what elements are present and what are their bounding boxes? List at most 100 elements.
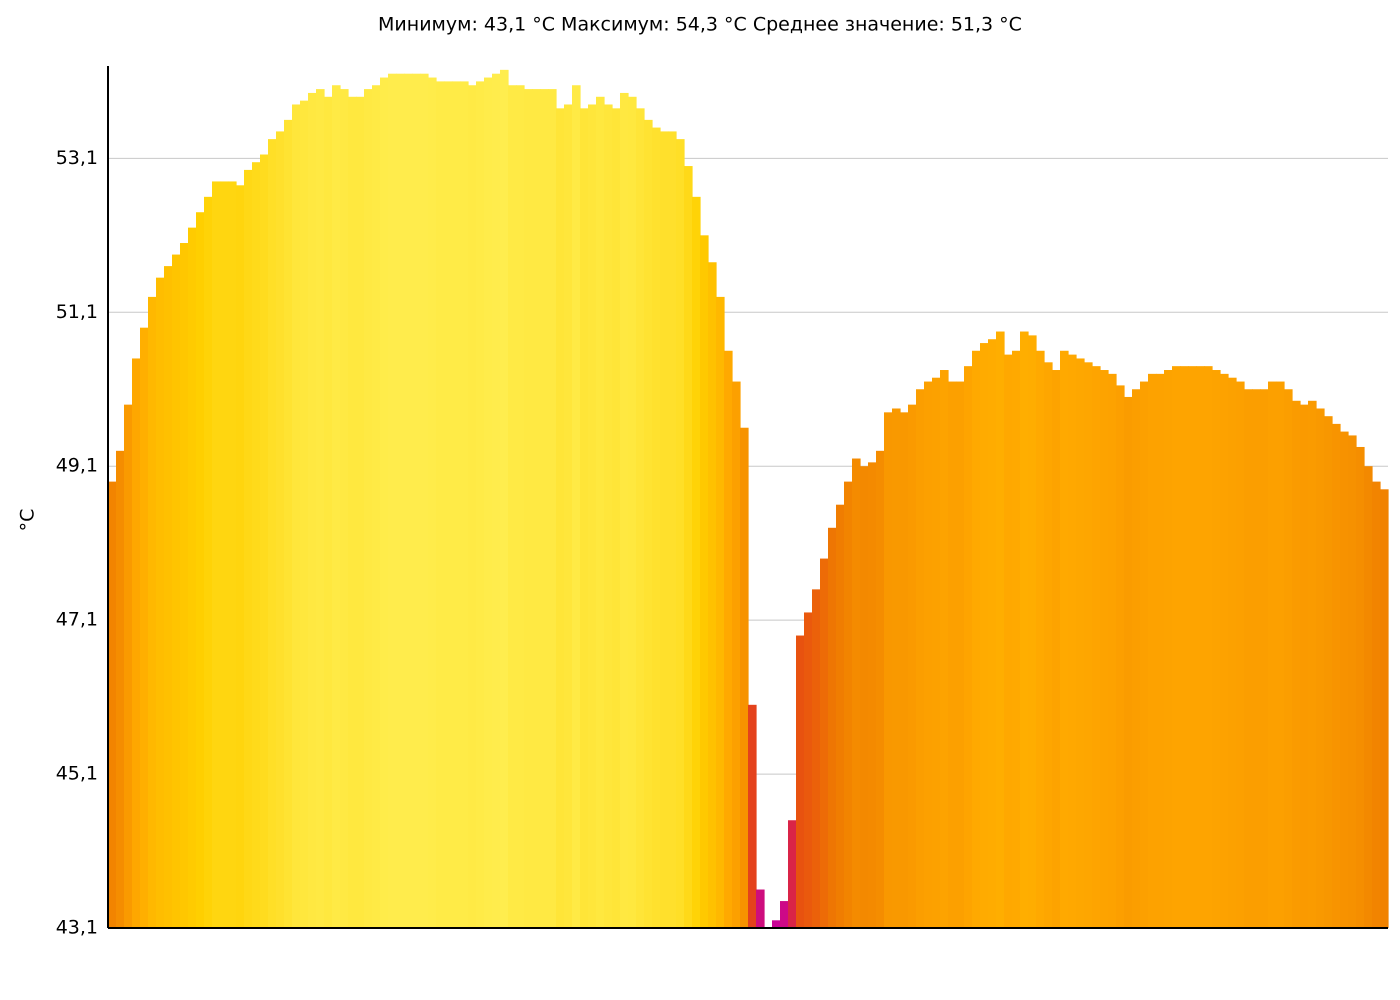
bar <box>276 131 285 928</box>
bar <box>1020 331 1029 928</box>
bar <box>1244 389 1253 928</box>
bar <box>1140 381 1149 928</box>
bar <box>476 81 485 928</box>
bar <box>1316 408 1325 928</box>
bar <box>172 254 181 928</box>
bar <box>436 81 445 928</box>
bar <box>1188 366 1197 928</box>
bar <box>548 89 557 928</box>
bar <box>1228 377 1237 929</box>
bar <box>892 408 901 928</box>
bar <box>596 96 605 929</box>
bar <box>572 85 581 928</box>
bar <box>1236 381 1245 928</box>
bar <box>828 527 837 928</box>
y-tick-label: 49,1 <box>56 455 98 477</box>
bar <box>780 901 789 928</box>
bar <box>1348 435 1357 928</box>
bar <box>948 381 957 928</box>
bar <box>860 466 869 928</box>
bar <box>628 96 637 929</box>
bar <box>1332 423 1341 928</box>
bar <box>1036 350 1045 929</box>
bar <box>348 96 357 929</box>
bar <box>1060 350 1069 929</box>
axes: 43,1 45,1 47,1 49,1 51,1 53,1 <box>56 66 1388 939</box>
bar <box>1012 350 1021 929</box>
bar <box>1252 389 1261 928</box>
bar <box>420 73 429 929</box>
bar <box>132 358 141 928</box>
bar <box>1260 389 1269 928</box>
bar <box>716 296 725 929</box>
bar <box>756 889 765 928</box>
bar <box>300 100 309 929</box>
bar <box>724 350 733 929</box>
bar <box>876 450 885 928</box>
bar <box>1380 489 1389 928</box>
bar <box>252 162 261 929</box>
bar <box>988 339 997 928</box>
bar <box>372 85 381 928</box>
bars <box>108 69 1389 929</box>
bar <box>188 227 197 928</box>
bar <box>324 96 333 929</box>
bar <box>212 181 221 929</box>
bar <box>316 89 325 928</box>
bar <box>932 377 941 929</box>
bar <box>532 89 541 928</box>
bar <box>964 366 973 928</box>
bar <box>1084 362 1093 928</box>
bar <box>1108 373 1117 928</box>
bar <box>1076 358 1085 928</box>
bar <box>1340 431 1349 928</box>
bar <box>140 327 149 928</box>
bar <box>124 404 133 929</box>
y-tick-label: 43,1 <box>56 917 98 939</box>
bar <box>508 85 517 928</box>
bar <box>484 77 493 929</box>
bar <box>292 104 301 929</box>
bar <box>660 131 669 928</box>
bar <box>452 81 461 928</box>
bar <box>284 119 293 928</box>
bar <box>916 389 925 928</box>
bar <box>748 704 757 928</box>
bar <box>604 104 613 929</box>
bar <box>260 154 269 929</box>
bar <box>516 85 525 928</box>
y-tick-label: 53,1 <box>56 147 98 169</box>
bar <box>396 73 405 929</box>
bar <box>844 481 853 928</box>
bar <box>1100 370 1109 929</box>
bar <box>404 73 413 929</box>
bar <box>540 89 549 928</box>
bar <box>356 96 365 929</box>
bar <box>156 277 165 928</box>
bar <box>1148 373 1157 928</box>
bar <box>1284 389 1293 928</box>
bar <box>700 235 709 929</box>
bar <box>196 212 205 928</box>
bar <box>924 381 933 928</box>
bar <box>180 243 189 929</box>
bar <box>588 104 597 929</box>
bar <box>236 185 245 928</box>
bar <box>220 181 229 929</box>
bar <box>636 108 645 928</box>
bar <box>1028 335 1037 928</box>
bar <box>732 381 741 928</box>
bar <box>1180 366 1189 928</box>
bar <box>1124 396 1133 929</box>
bar <box>1220 373 1229 928</box>
bar <box>1364 466 1373 928</box>
bar <box>804 612 813 928</box>
bar <box>444 81 453 928</box>
bar <box>972 350 981 929</box>
bar <box>980 343 989 929</box>
bar <box>740 427 749 928</box>
bar <box>812 589 821 928</box>
bar <box>460 81 469 928</box>
